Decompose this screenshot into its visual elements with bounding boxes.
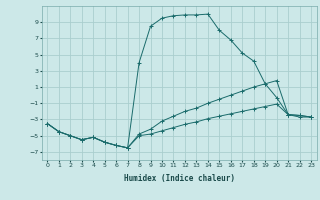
X-axis label: Humidex (Indice chaleur): Humidex (Indice chaleur) [124, 174, 235, 183]
